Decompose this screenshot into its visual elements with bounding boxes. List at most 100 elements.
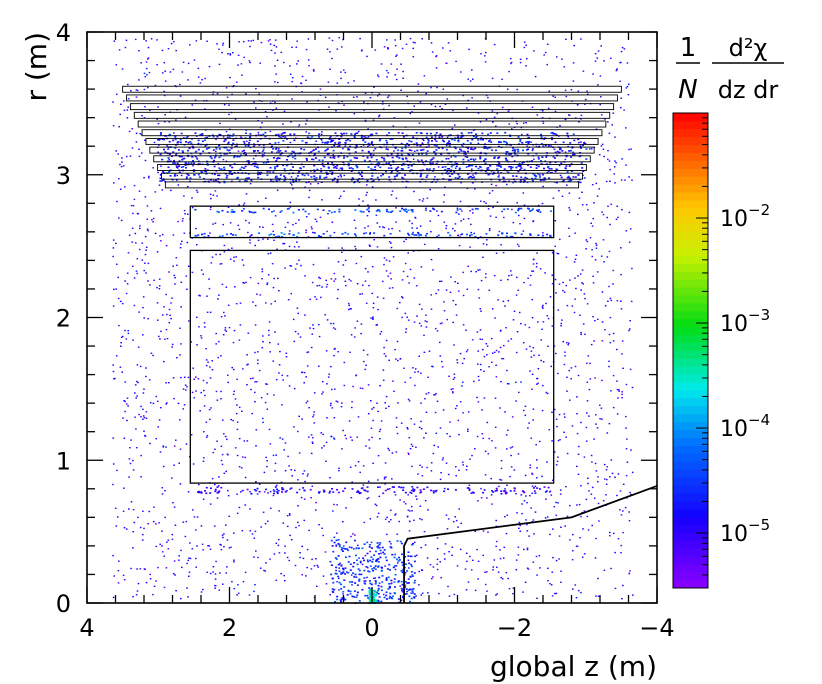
outline-layer-5	[141, 129, 603, 137]
colorbar-step	[673, 390, 708, 399]
colorbar-step	[673, 255, 708, 264]
colorbar-step	[673, 382, 708, 391]
outline-layer-0	[122, 85, 622, 93]
colorbar-step	[673, 580, 708, 589]
colorbar-step	[673, 120, 708, 130]
colorbar-step	[673, 144, 708, 153]
heatmap-region-0	[158, 131, 588, 184]
heatmap-region-5	[368, 589, 378, 605]
colorbar-step	[673, 303, 708, 312]
colorbar-step	[673, 366, 708, 375]
colorbar-step	[673, 398, 708, 407]
colorbar-ticks: 10−5 10−4 10−3 10−2	[696, 112, 770, 589]
colorbar-step	[673, 200, 708, 209]
colorbar-step	[673, 310, 708, 320]
colorbar-step	[673, 326, 708, 336]
colorbar-step	[673, 556, 708, 565]
colorbar-step	[673, 429, 708, 438]
outline-layer-11	[164, 181, 580, 189]
outline-layer-4	[137, 120, 607, 128]
outline-box-0	[189, 249, 555, 484]
outline-layers	[122, 85, 622, 189]
colorbar-step	[673, 136, 708, 146]
x-tick-label: −4	[639, 614, 674, 642]
colorbar-step	[673, 374, 708, 383]
x-tick-label: −2	[497, 614, 532, 642]
colorbar-step	[673, 405, 708, 415]
colorbar-step	[673, 532, 708, 541]
colorbar-step	[673, 540, 708, 549]
detector-outlines	[122, 85, 658, 603]
colorbar-gradient	[673, 113, 708, 589]
colorbar-step	[673, 493, 708, 502]
colorbar-step	[673, 160, 708, 169]
colorbar-step	[673, 192, 708, 201]
y-tick-label: 4	[56, 19, 71, 47]
heatmap-region-1	[194, 207, 552, 214]
colorbar-step	[673, 184, 708, 193]
x-tick-label: 2	[222, 614, 237, 642]
colorbar-step	[673, 168, 708, 177]
colorbar-tick-label: 10−3	[720, 306, 770, 337]
outline-layer-3	[133, 111, 611, 119]
y-tick-label: 1	[56, 447, 71, 475]
colorbar-step	[673, 128, 708, 138]
outline-layer-1	[126, 94, 618, 102]
colorbar-tick-label: 10−5	[720, 516, 770, 547]
outline-layer-2	[129, 103, 615, 111]
x-tick-label: 0	[364, 614, 379, 642]
colorbar: 1 N d²χ dz dr 10−5 10−4 10−3 10−2	[672, 33, 784, 589]
colorbar-step	[673, 279, 708, 288]
y-axis-title: r (m)	[20, 32, 53, 102]
colorbar-tick-label: 10−4	[720, 411, 770, 442]
outline-layer-9	[157, 164, 587, 171]
y-tick-label: 2	[56, 305, 71, 333]
colorbar-step	[673, 263, 708, 272]
colorbar-step	[673, 548, 708, 557]
colorbar-step	[673, 208, 708, 217]
colorbar-step	[673, 508, 708, 518]
outline-layer-7	[149, 146, 595, 154]
colorbar-step	[673, 247, 708, 256]
colorbar-step	[673, 318, 708, 328]
colorbar-title-frac-numerator: d²χ	[729, 34, 768, 62]
colorbar-title-frac-denominator: dz dr	[718, 76, 779, 104]
colorbar-step	[673, 437, 708, 446]
colorbar-frame	[672, 112, 709, 589]
colorbar-step	[673, 453, 708, 462]
colorbar-step	[673, 477, 708, 486]
outline-layer-6	[145, 137, 599, 145]
colorbar-step	[673, 469, 708, 478]
colorbar-title-numerator: 1	[680, 33, 697, 63]
colorbar-step	[673, 524, 708, 533]
colorbar-step	[673, 461, 708, 470]
colorbar-step	[673, 215, 708, 225]
colorbar-step	[673, 342, 708, 351]
colorbar-step	[673, 358, 708, 367]
colorbar-step	[673, 295, 708, 304]
colorbar-step	[673, 516, 708, 526]
colorbar-step	[673, 500, 708, 510]
colorbar-step	[673, 421, 708, 431]
colorbar-step	[673, 176, 708, 185]
colorbar-step	[673, 239, 708, 248]
outline-layer-8	[153, 155, 591, 163]
heatmap-region-3	[197, 486, 550, 495]
outline-layer-10	[161, 172, 583, 180]
colorbar-step	[673, 350, 708, 359]
colorbar-step	[673, 271, 708, 280]
y-tick-label: 3	[56, 162, 71, 190]
x-axis-title: global z (m)	[490, 650, 657, 683]
colorbar-step	[673, 287, 708, 296]
colorbar-step	[673, 413, 708, 423]
heatmap-region-2	[194, 231, 552, 238]
colorbar-step	[673, 113, 708, 122]
colorbar-tick-label: 10−2	[720, 201, 770, 232]
axis-ticks: 4 2 0 −2 −4 0 1 2 3 4	[56, 19, 675, 642]
colorbar-step	[673, 334, 708, 343]
y-tick-label: 0	[56, 590, 71, 618]
colorbar-title-denominator: N	[678, 75, 697, 105]
outline-polyline-3	[403, 485, 658, 603]
colorbar-step	[673, 572, 708, 581]
